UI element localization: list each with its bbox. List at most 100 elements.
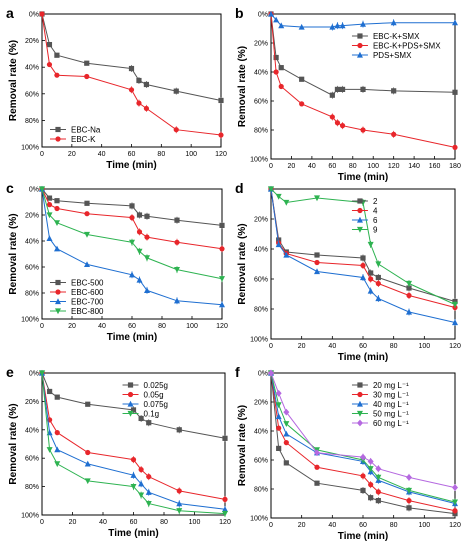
legend-swatch-marker (357, 42, 363, 49)
data-point (276, 445, 282, 451)
panel-e: e 0 20 40 60 80 100 120 0% 20% 40% 60% 80% 100% Time (… (6, 364, 231, 539)
data-point (278, 83, 284, 90)
data-point (136, 276, 143, 283)
series-line (270, 372, 456, 503)
x-tick-label: 140 (408, 163, 420, 170)
data-point (222, 496, 228, 502)
data-point (375, 280, 381, 287)
legend-item: 0.025g (122, 381, 168, 390)
data-point (84, 478, 91, 485)
x-tick-label: 120 (388, 163, 400, 170)
data-point (129, 239, 135, 246)
legend-label: 60 mg L⁻¹ (373, 419, 409, 428)
y-tick-label: 0% (258, 371, 268, 378)
data-point (176, 427, 182, 433)
legend-label: PDS+SMX (373, 51, 412, 60)
data-point (283, 251, 290, 258)
y-axis-label: Removal rate (%) (237, 223, 248, 304)
data-point (146, 420, 152, 426)
data-point (406, 280, 412, 287)
legend-item: EBC-K+PDS+SMX (351, 42, 441, 51)
panel-label: d (235, 180, 244, 196)
y-tick-label: 0% (29, 187, 39, 194)
data-point (452, 484, 458, 491)
x-tick-label: 20 (298, 343, 306, 350)
data-point (360, 127, 366, 133)
legend-swatch-marker (356, 400, 363, 407)
y-tick-label: 60% (254, 277, 268, 284)
data-point (136, 100, 142, 106)
data-point (129, 215, 135, 221)
data-point (138, 480, 145, 487)
series-line (41, 13, 222, 136)
data-point (176, 508, 183, 514)
legend-label: 6 (373, 216, 378, 225)
panel-label: e (6, 364, 14, 380)
legend-label: EBC-800 (71, 307, 104, 316)
series-0-1g (39, 370, 228, 518)
data-point (368, 495, 374, 501)
data-point (39, 186, 45, 193)
y-tick-label: 100% (250, 516, 268, 523)
data-point (273, 54, 279, 61)
legend: 20 mg L⁻¹30 mg L⁻¹40 mg L⁻¹50 mg L⁻¹60 m… (351, 381, 409, 428)
legend-item: EBC-700 (50, 298, 104, 307)
y-tick-label: 60% (25, 456, 39, 463)
y-tick-label: 0% (29, 12, 39, 19)
legend-label: 0.05g (144, 391, 164, 400)
data-point (329, 114, 335, 120)
series-line (270, 188, 456, 305)
y-tick-label: 20% (254, 217, 268, 224)
data-point (275, 193, 282, 200)
data-point (136, 212, 143, 218)
y-axis-label: Removal rate (%) (8, 403, 19, 484)
data-point (173, 88, 179, 94)
x-tick-label: 20 (69, 519, 77, 526)
y-tick-label: 80% (25, 118, 39, 125)
y-tick-label: 80% (254, 307, 268, 314)
data-point (275, 402, 282, 409)
x-tick-label: 80 (160, 519, 168, 526)
x-axis-label: Time (min) (107, 332, 157, 343)
data-point (406, 292, 412, 299)
x-tick-label: 0 (40, 519, 44, 526)
data-point (375, 474, 382, 481)
y-tick-label: 40% (25, 239, 39, 246)
series-line (270, 13, 456, 96)
y-axis-label: Removal rate (%) (237, 405, 248, 486)
data-point (299, 76, 305, 82)
data-point (452, 301, 458, 308)
series-ebc-700 (39, 185, 225, 309)
y-tick-label: 0% (29, 371, 39, 378)
legend-label: EBC-K+SMX (373, 32, 420, 41)
x-tick-label: 40 (328, 343, 336, 350)
data-point (283, 440, 289, 446)
legend-swatch-marker (357, 198, 363, 204)
data-point (275, 413, 282, 420)
x-tick-label: 80 (349, 163, 357, 170)
x-tick-label: 20 (298, 522, 306, 529)
data-point (136, 77, 142, 84)
x-axis-label: Time (min) (108, 528, 158, 539)
data-point (219, 246, 225, 252)
data-point (46, 41, 53, 48)
data-point (143, 105, 150, 112)
x-tick-label: 0 (40, 323, 44, 330)
y-axis-label: Removal rate (%) (8, 213, 19, 294)
y-axis-label: Removal rate (%) (8, 40, 19, 121)
y-tick-label: 80% (254, 128, 268, 135)
series-pds-smx (268, 10, 458, 31)
series-line (270, 372, 456, 504)
data-point (360, 487, 366, 494)
y-tick-label: 80% (25, 291, 39, 298)
y-tick-label: 100% (250, 157, 268, 164)
data-point (360, 274, 366, 281)
data-point (314, 480, 320, 486)
x-tick-label: 60 (328, 163, 336, 170)
data-point (375, 274, 381, 281)
x-tick-label: 160 (429, 163, 441, 170)
data-point (176, 500, 183, 507)
data-point (145, 501, 152, 507)
series-ebc-k-pds-smx (268, 11, 458, 150)
legend-swatch-marker (357, 382, 363, 388)
